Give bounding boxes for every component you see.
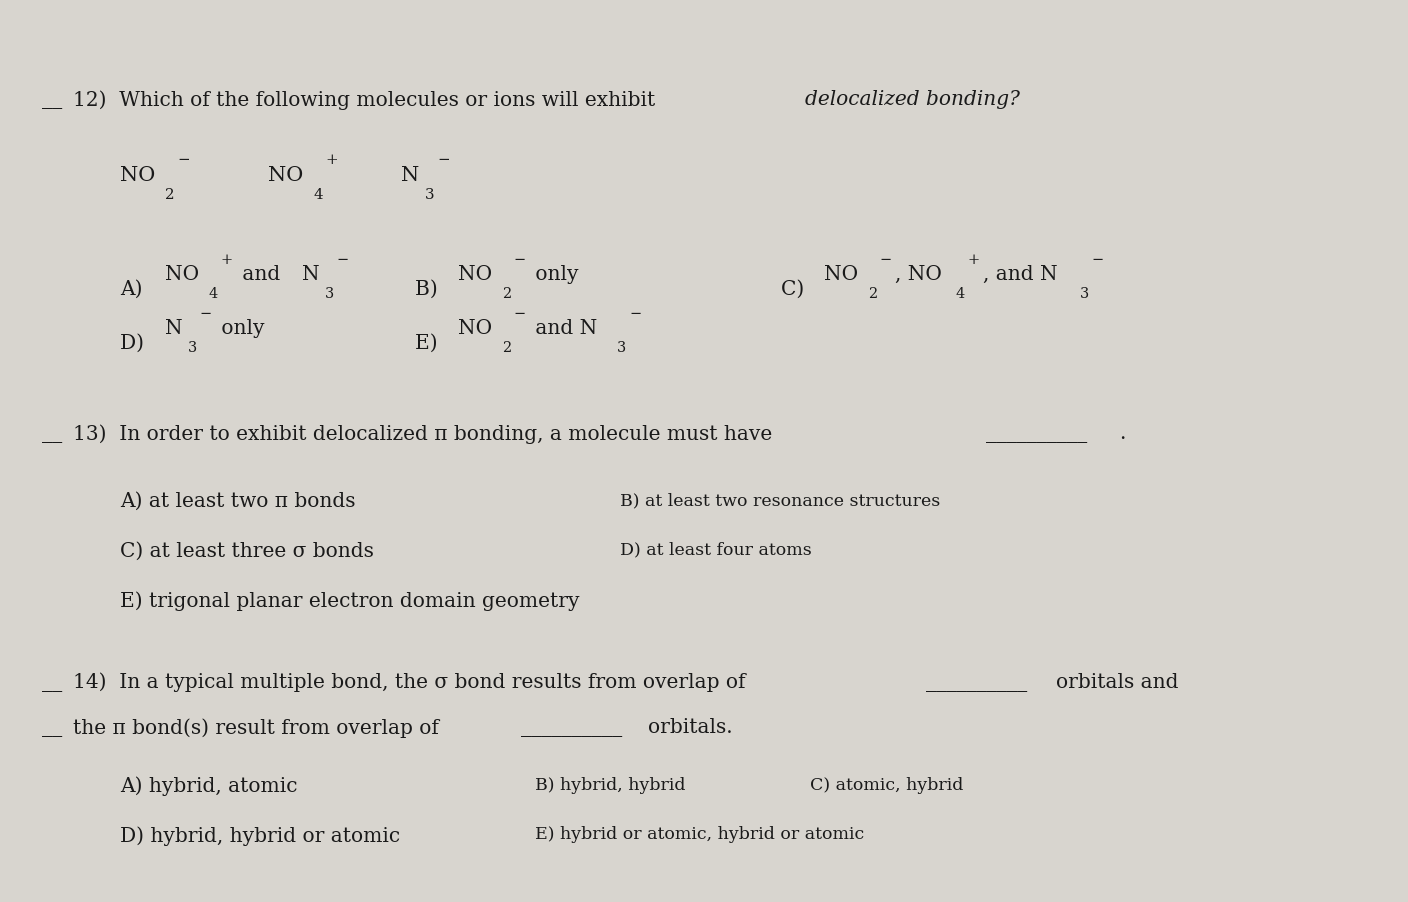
Text: NO: NO xyxy=(165,264,199,283)
Text: .: . xyxy=(1119,424,1126,443)
Text: E) trigonal planar electron domain geometry: E) trigonal planar electron domain geome… xyxy=(120,591,579,611)
Text: −: − xyxy=(177,153,190,167)
Text: NO: NO xyxy=(458,318,491,337)
Text: 3: 3 xyxy=(324,287,334,300)
Text: 4: 4 xyxy=(956,287,964,300)
Text: 2: 2 xyxy=(165,188,175,201)
Text: __: __ xyxy=(42,90,62,109)
Text: delocalized bonding?: delocalized bonding? xyxy=(805,90,1021,109)
Text: D) at least four atoms: D) at least four atoms xyxy=(620,541,811,558)
Text: orbitals.: orbitals. xyxy=(648,717,732,736)
Text: D): D) xyxy=(120,334,151,353)
Text: +: + xyxy=(221,253,232,266)
Text: orbitals and: orbitals and xyxy=(1056,672,1178,691)
Text: __________: __________ xyxy=(986,424,1087,443)
Text: B) hybrid, hybrid: B) hybrid, hybrid xyxy=(535,776,686,793)
Text: −: − xyxy=(337,253,348,266)
Text: the π bond(s) result from overlap of: the π bond(s) result from overlap of xyxy=(73,717,439,737)
Text: __________: __________ xyxy=(521,717,622,736)
Text: 3: 3 xyxy=(187,341,197,354)
Text: N: N xyxy=(301,264,320,283)
Text: 13)  In order to exhibit delocalized π bonding, a molecule must have: 13) In order to exhibit delocalized π bo… xyxy=(73,424,773,444)
Text: __: __ xyxy=(42,672,62,691)
Text: −: − xyxy=(629,307,641,320)
Text: A): A) xyxy=(120,280,149,299)
Text: D) hybrid, hybrid or atomic: D) hybrid, hybrid or atomic xyxy=(120,825,400,845)
Text: C): C) xyxy=(781,280,811,299)
Text: 14)  In a typical multiple bond, the σ bond results from overlap of: 14) In a typical multiple bond, the σ bo… xyxy=(73,672,746,692)
Text: __: __ xyxy=(42,717,62,736)
Text: −: − xyxy=(200,307,211,320)
Text: and N: and N xyxy=(529,318,597,337)
Text: NO: NO xyxy=(120,165,155,184)
Text: B) at least two resonance structures: B) at least two resonance structures xyxy=(620,492,939,509)
Text: 3: 3 xyxy=(1080,287,1088,300)
Text: C) atomic, hybrid: C) atomic, hybrid xyxy=(810,776,963,793)
Text: 2: 2 xyxy=(501,287,511,300)
Text: only: only xyxy=(529,264,579,283)
Text: A) hybrid, atomic: A) hybrid, atomic xyxy=(120,776,297,796)
Text: N: N xyxy=(401,165,420,184)
Text: −: − xyxy=(1091,253,1104,266)
Text: +: + xyxy=(967,253,980,266)
Text: −: − xyxy=(880,253,891,266)
Text: __________: __________ xyxy=(926,672,1028,691)
Text: and: and xyxy=(237,264,287,283)
Text: N: N xyxy=(165,318,183,337)
Text: E): E) xyxy=(415,334,445,353)
Text: −: − xyxy=(514,253,525,266)
Text: −: − xyxy=(514,307,525,320)
Text: , and N: , and N xyxy=(983,264,1057,283)
Text: 4: 4 xyxy=(208,287,218,300)
Text: NO: NO xyxy=(458,264,491,283)
Text: , NO: , NO xyxy=(895,264,942,283)
Text: 12)  Which of the following molecules or ions will exhibit: 12) Which of the following molecules or … xyxy=(73,90,662,110)
Text: NO: NO xyxy=(824,264,857,283)
Text: NO: NO xyxy=(268,165,303,184)
Text: only: only xyxy=(215,318,265,337)
Text: E) hybrid or atomic, hybrid or atomic: E) hybrid or atomic, hybrid or atomic xyxy=(535,825,865,842)
Text: __: __ xyxy=(42,424,62,443)
Text: +: + xyxy=(325,153,338,167)
Text: 2: 2 xyxy=(867,287,877,300)
Text: −: − xyxy=(438,153,451,167)
Text: B): B) xyxy=(415,280,445,299)
Text: 3: 3 xyxy=(425,188,435,201)
Text: 2: 2 xyxy=(501,341,511,354)
Text: C) at least three σ bonds: C) at least three σ bonds xyxy=(120,541,373,560)
Text: 4: 4 xyxy=(313,188,322,201)
Text: 3: 3 xyxy=(617,341,627,354)
Text: A) at least two π bonds: A) at least two π bonds xyxy=(120,492,355,511)
